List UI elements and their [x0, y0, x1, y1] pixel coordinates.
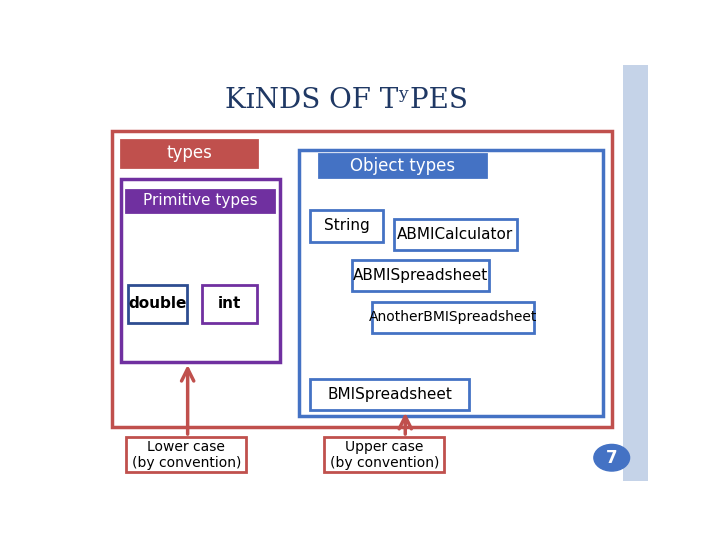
FancyBboxPatch shape: [324, 437, 444, 472]
FancyBboxPatch shape: [126, 190, 274, 212]
Text: Upper case
(by convention): Upper case (by convention): [330, 440, 439, 470]
Text: String: String: [324, 218, 369, 233]
Text: ABMICalculator: ABMICalculator: [397, 227, 513, 242]
FancyBboxPatch shape: [121, 179, 279, 362]
FancyBboxPatch shape: [319, 154, 486, 177]
FancyBboxPatch shape: [126, 437, 246, 472]
FancyBboxPatch shape: [128, 285, 186, 322]
FancyBboxPatch shape: [112, 131, 612, 427]
FancyBboxPatch shape: [121, 140, 258, 167]
FancyBboxPatch shape: [310, 379, 469, 410]
FancyBboxPatch shape: [372, 302, 534, 333]
Text: types: types: [166, 144, 212, 162]
Text: ABMISpreadsheet: ABMISpreadsheet: [353, 268, 488, 284]
FancyBboxPatch shape: [202, 285, 258, 322]
FancyBboxPatch shape: [394, 219, 517, 250]
Text: 7: 7: [606, 449, 618, 467]
Text: Object types: Object types: [350, 157, 455, 174]
Bar: [623, 65, 648, 481]
FancyBboxPatch shape: [300, 150, 603, 416]
Text: KɪNDS OF TʸPES: KɪNDS OF TʸPES: [225, 86, 468, 113]
Text: int: int: [218, 296, 241, 312]
Text: AnotherBMISpreadsheet: AnotherBMISpreadsheet: [369, 310, 537, 325]
Circle shape: [594, 444, 629, 471]
FancyBboxPatch shape: [352, 260, 489, 292]
Text: Lower case
(by convention): Lower case (by convention): [132, 440, 241, 470]
Text: Primitive types: Primitive types: [143, 193, 258, 208]
Text: double: double: [128, 296, 186, 312]
FancyBboxPatch shape: [310, 211, 383, 241]
Text: BMISpreadsheet: BMISpreadsheet: [328, 387, 452, 402]
